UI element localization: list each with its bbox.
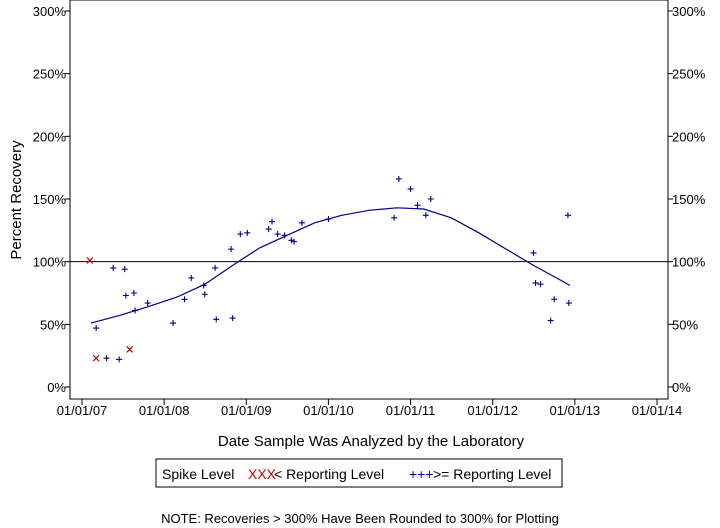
data-points [86, 175, 572, 363]
x-tick-label: 01/01/14 [632, 403, 683, 418]
point-above-reporting-level [414, 202, 421, 209]
y-tick-label-right: 100% [672, 255, 706, 270]
point-above-reporting-level [298, 219, 305, 226]
legend-symbol-below: XXX [248, 466, 277, 482]
point-below-reporting-level [86, 256, 94, 264]
point-above-reporting-level [281, 232, 288, 239]
y-axis-left: 0% 50% 100% 150% 200% 250% 300% [33, 4, 70, 395]
y-tick-label-right: 0% [672, 380, 691, 395]
x-tick-label: 01/01/13 [550, 403, 601, 418]
point-above-reporting-level [244, 229, 251, 236]
point-above-reporting-level [391, 214, 398, 221]
point-above-reporting-level [537, 281, 544, 288]
point-above-reporting-level [110, 264, 117, 271]
point-above-reporting-level [103, 355, 110, 362]
point-above-reporting-level [228, 246, 235, 253]
point-below-reporting-level [92, 354, 100, 362]
y-tick-label-left: 250% [33, 67, 67, 82]
legend-symbol-above: +++ [409, 466, 434, 482]
legend: Spike Level XXX < Reporting Level +++ >=… [155, 458, 563, 488]
point-above-reporting-level [547, 317, 554, 324]
point-above-reporting-level [564, 212, 571, 219]
legend-title: Spike Level [162, 466, 234, 482]
x-tick-label: 01/01/10 [303, 403, 354, 418]
y-tick-label-right: 200% [672, 129, 706, 144]
y-tick-label-right: 250% [672, 67, 706, 82]
point-above-reporting-level [422, 212, 429, 219]
legend-label-above: >= Reporting Level [433, 466, 551, 482]
point-above-reporting-level [213, 316, 220, 323]
plot-frame [69, 0, 669, 400]
point-above-reporting-level [565, 300, 572, 307]
point-above-reporting-level [188, 274, 195, 281]
x-tick-label: 01/01/07 [57, 403, 108, 418]
point-above-reporting-level [181, 296, 188, 303]
y-tick-label-left: 100% [33, 255, 67, 270]
point-above-reporting-level [93, 325, 100, 332]
point-above-reporting-level [274, 231, 281, 238]
point-above-reporting-level [325, 216, 332, 223]
y-tick-label-left: 200% [33, 129, 67, 144]
legend-label-below: < Reporting Level [274, 466, 384, 482]
y-tick-label-right: 50% [672, 317, 698, 332]
y-tick-label-left: 300% [33, 4, 67, 19]
point-above-reporting-level [269, 218, 276, 225]
point-above-reporting-level [229, 315, 236, 322]
point-above-reporting-level [407, 185, 414, 192]
y-tick-label-left: 50% [40, 317, 66, 332]
x-tick-label: 01/01/09 [221, 403, 272, 418]
point-above-reporting-level [121, 266, 128, 273]
y-tick-label-right: 300% [672, 4, 706, 19]
point-above-reporting-level [291, 238, 298, 245]
legend-box [155, 458, 563, 488]
point-above-reporting-level [132, 307, 139, 314]
y-tick-label-right: 150% [672, 192, 706, 207]
point-above-reporting-level [395, 175, 402, 182]
x-tick-label: 01/01/11 [386, 403, 436, 418]
point-above-reporting-level [265, 226, 272, 233]
point-above-reporting-level [144, 300, 151, 307]
point-above-reporting-level [116, 356, 123, 363]
point-above-reporting-level [237, 231, 244, 238]
x-axis-title: Date Sample Was Analyzed by the Laborato… [218, 433, 525, 450]
trend-line [90, 207, 571, 324]
point-above-reporting-level [130, 290, 137, 296]
point-above-reporting-level [427, 196, 434, 202]
x-tick-label: 01/01/08 [139, 403, 190, 418]
point-above-reporting-level [122, 292, 129, 299]
point-above-reporting-level [200, 282, 207, 289]
y-tick-label-left: 0% [47, 380, 66, 395]
x-tick-label: 01/01/12 [467, 403, 518, 418]
y-axis-right: 0% 50% 100% 150% 200% 250% 300% [668, 4, 706, 395]
point-above-reporting-level [530, 249, 537, 256]
y-tick-label-left: 150% [33, 192, 67, 207]
point-above-reporting-level [170, 320, 177, 327]
point-above-reporting-level [532, 279, 539, 286]
y-axis-title: Percent Recovery [8, 140, 25, 260]
point-above-reporting-level [201, 291, 208, 298]
footnote: NOTE: Recoveries > 300% Have Been Rounde… [161, 511, 559, 526]
point-above-reporting-level [551, 296, 558, 303]
x-axis: 01/01/07 01/01/08 01/01/09 01/01/10 01/01/11… [57, 399, 683, 418]
point-above-reporting-level [288, 237, 295, 244]
point-above-reporting-level [212, 264, 219, 271]
point-below-reporting-level [126, 345, 134, 353]
